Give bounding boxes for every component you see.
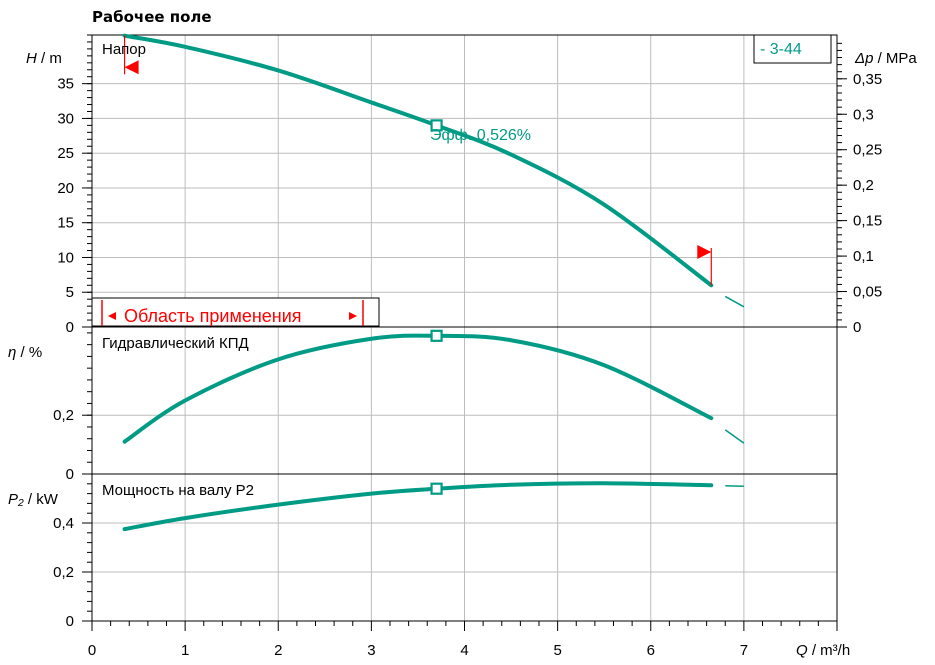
operating-point-marker bbox=[430, 119, 443, 132]
curves bbox=[122, 33, 745, 532]
y-tick-label: 10 bbox=[57, 249, 74, 266]
right-tick-label: 0,15 bbox=[853, 213, 882, 230]
performance-curve bbox=[122, 481, 714, 532]
x-tick-label: 0 bbox=[88, 642, 96, 659]
chart-title: Рабочее поле bbox=[92, 8, 212, 26]
y-tick-label: 15 bbox=[57, 215, 74, 232]
x-tick-label: 2 bbox=[274, 642, 282, 659]
y-tick-label: 0,4 bbox=[53, 515, 74, 532]
series-label-box bbox=[753, 34, 832, 64]
y-tick-label: 30 bbox=[57, 110, 74, 127]
efficiency-panel-title: Гидравлический КПД bbox=[102, 335, 249, 352]
x-tick-label: 5 bbox=[553, 642, 561, 659]
y-tick-label: 35 bbox=[57, 76, 74, 93]
grid-lines bbox=[92, 35, 838, 621]
range-end-marker-icon bbox=[697, 245, 712, 259]
performance-curve bbox=[122, 333, 714, 444]
y-tick-label: 0 bbox=[66, 319, 74, 336]
efficiency-annotation: Эфф. 0,526% bbox=[430, 127, 531, 144]
y-tick-label: 5 bbox=[66, 284, 74, 301]
range-right-arrow-icon bbox=[349, 312, 357, 320]
range-label: Область применения bbox=[124, 306, 302, 326]
power-panel-title: Мощность на валу P2 bbox=[102, 482, 254, 499]
y-axis-label: H / m bbox=[26, 50, 62, 67]
right-tick-label: 0,2 bbox=[853, 177, 874, 194]
head-panel-title: Напор bbox=[102, 41, 146, 58]
y-tick-label: 0 bbox=[66, 466, 74, 483]
operating-point-marker bbox=[430, 329, 443, 342]
x-tick-label: 3 bbox=[367, 642, 375, 659]
right-tick-label: 0,05 bbox=[853, 284, 882, 301]
series-label: - 3-44 bbox=[760, 41, 802, 58]
y-axis-label: P₂ / kW bbox=[8, 491, 59, 508]
x-tick-label: 1 bbox=[181, 642, 189, 659]
operating-point-marker bbox=[430, 482, 443, 495]
axis-ticks bbox=[82, 34, 847, 631]
right-tick-label: 0,35 bbox=[853, 71, 882, 88]
range-box bbox=[91, 297, 380, 327]
x-tick-label: 6 bbox=[647, 642, 655, 659]
range-start-marker-icon bbox=[124, 60, 139, 75]
right-tick-label: 0,25 bbox=[853, 142, 882, 159]
y-tick-label: 25 bbox=[57, 145, 74, 162]
x-tick-label: 7 bbox=[740, 642, 748, 659]
right-tick-label: 0,3 bbox=[853, 106, 874, 123]
range-left-arrow-icon bbox=[108, 312, 116, 320]
y-tick-label: 20 bbox=[57, 180, 74, 197]
y-axis-label: η / % bbox=[8, 344, 42, 361]
y-tick-label: 0,2 bbox=[53, 407, 74, 424]
y-tick-label: 0,2 bbox=[53, 564, 74, 581]
x-tick-label: 4 bbox=[460, 642, 468, 659]
y-tick-label: 0 bbox=[66, 613, 74, 630]
extrapolation-segment bbox=[724, 295, 745, 308]
x-axis-label: Q / m³/h bbox=[796, 642, 850, 659]
right-axis-label: Δp / MPa bbox=[854, 50, 917, 67]
right-tick-label: 0,1 bbox=[853, 248, 874, 265]
extrapolation-segment bbox=[724, 429, 745, 444]
performance-curve bbox=[122, 33, 714, 288]
right-tick-label: 0 bbox=[853, 319, 861, 336]
